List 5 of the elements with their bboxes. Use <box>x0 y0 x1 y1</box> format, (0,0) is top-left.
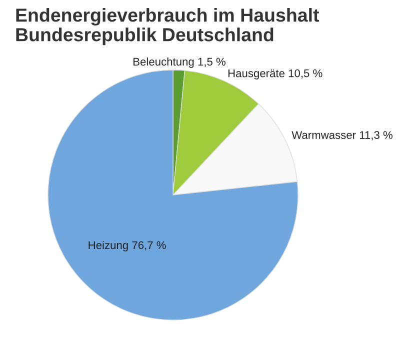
chart-title: Endenergieverbrauch im Haushalt Bundesrepublik Deutschland <box>16 8 320 46</box>
slice-label: Warmwasser 11,3 % <box>292 131 392 140</box>
slice-label: Hausgeräte 10,5 % <box>228 69 322 80</box>
slice-label: Beleuchtung 1,5 % <box>134 57 226 68</box>
slice-label: Heizung 76,7 % <box>88 240 166 252</box>
